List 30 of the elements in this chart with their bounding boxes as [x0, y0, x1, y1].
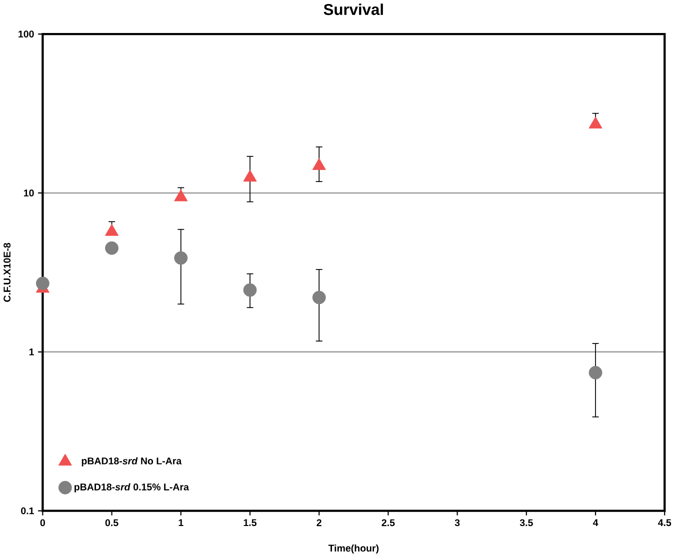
y-tick-label: 10 [24, 189, 34, 196]
y-tick-label: 1 [29, 348, 34, 356]
point [104, 224, 119, 236]
point [312, 290, 326, 304]
y-tick-label: 100 [18, 30, 34, 38]
point [243, 283, 257, 297]
x-tick-label: 0 [40, 519, 45, 526]
point [105, 241, 119, 255]
point [588, 366, 602, 380]
point [36, 276, 50, 290]
x-tick-label: 4 [592, 519, 598, 526]
x-tick-label: 2 [316, 519, 322, 526]
x-axis-title: Time(hour) [328, 544, 379, 554]
x-tick-label: 3 [454, 519, 460, 526]
point [174, 189, 188, 202]
point [588, 116, 602, 128]
point [174, 251, 188, 265]
x-tick-label: 4.5 [658, 519, 672, 526]
legend-label: pBAD18-srd 0.15% L-Ara [74, 483, 189, 492]
point [312, 158, 326, 170]
x-tick-label: 3.5 [520, 519, 533, 526]
point [243, 170, 257, 182]
x-tick-label: 2.5 [382, 519, 395, 526]
x-tick-label: 1.5 [244, 519, 256, 526]
x-tick-label: 0.5 [105, 519, 118, 526]
x-tick-label: 1 [178, 519, 184, 526]
legend-label: pBAD18-srd No L-Ara [82, 457, 182, 466]
y-axis-title: C.F.U.X10E-8 [4, 242, 11, 302]
y-tick-label: 0.1 [21, 507, 34, 514]
chart-title: Survival [324, 4, 383, 15]
